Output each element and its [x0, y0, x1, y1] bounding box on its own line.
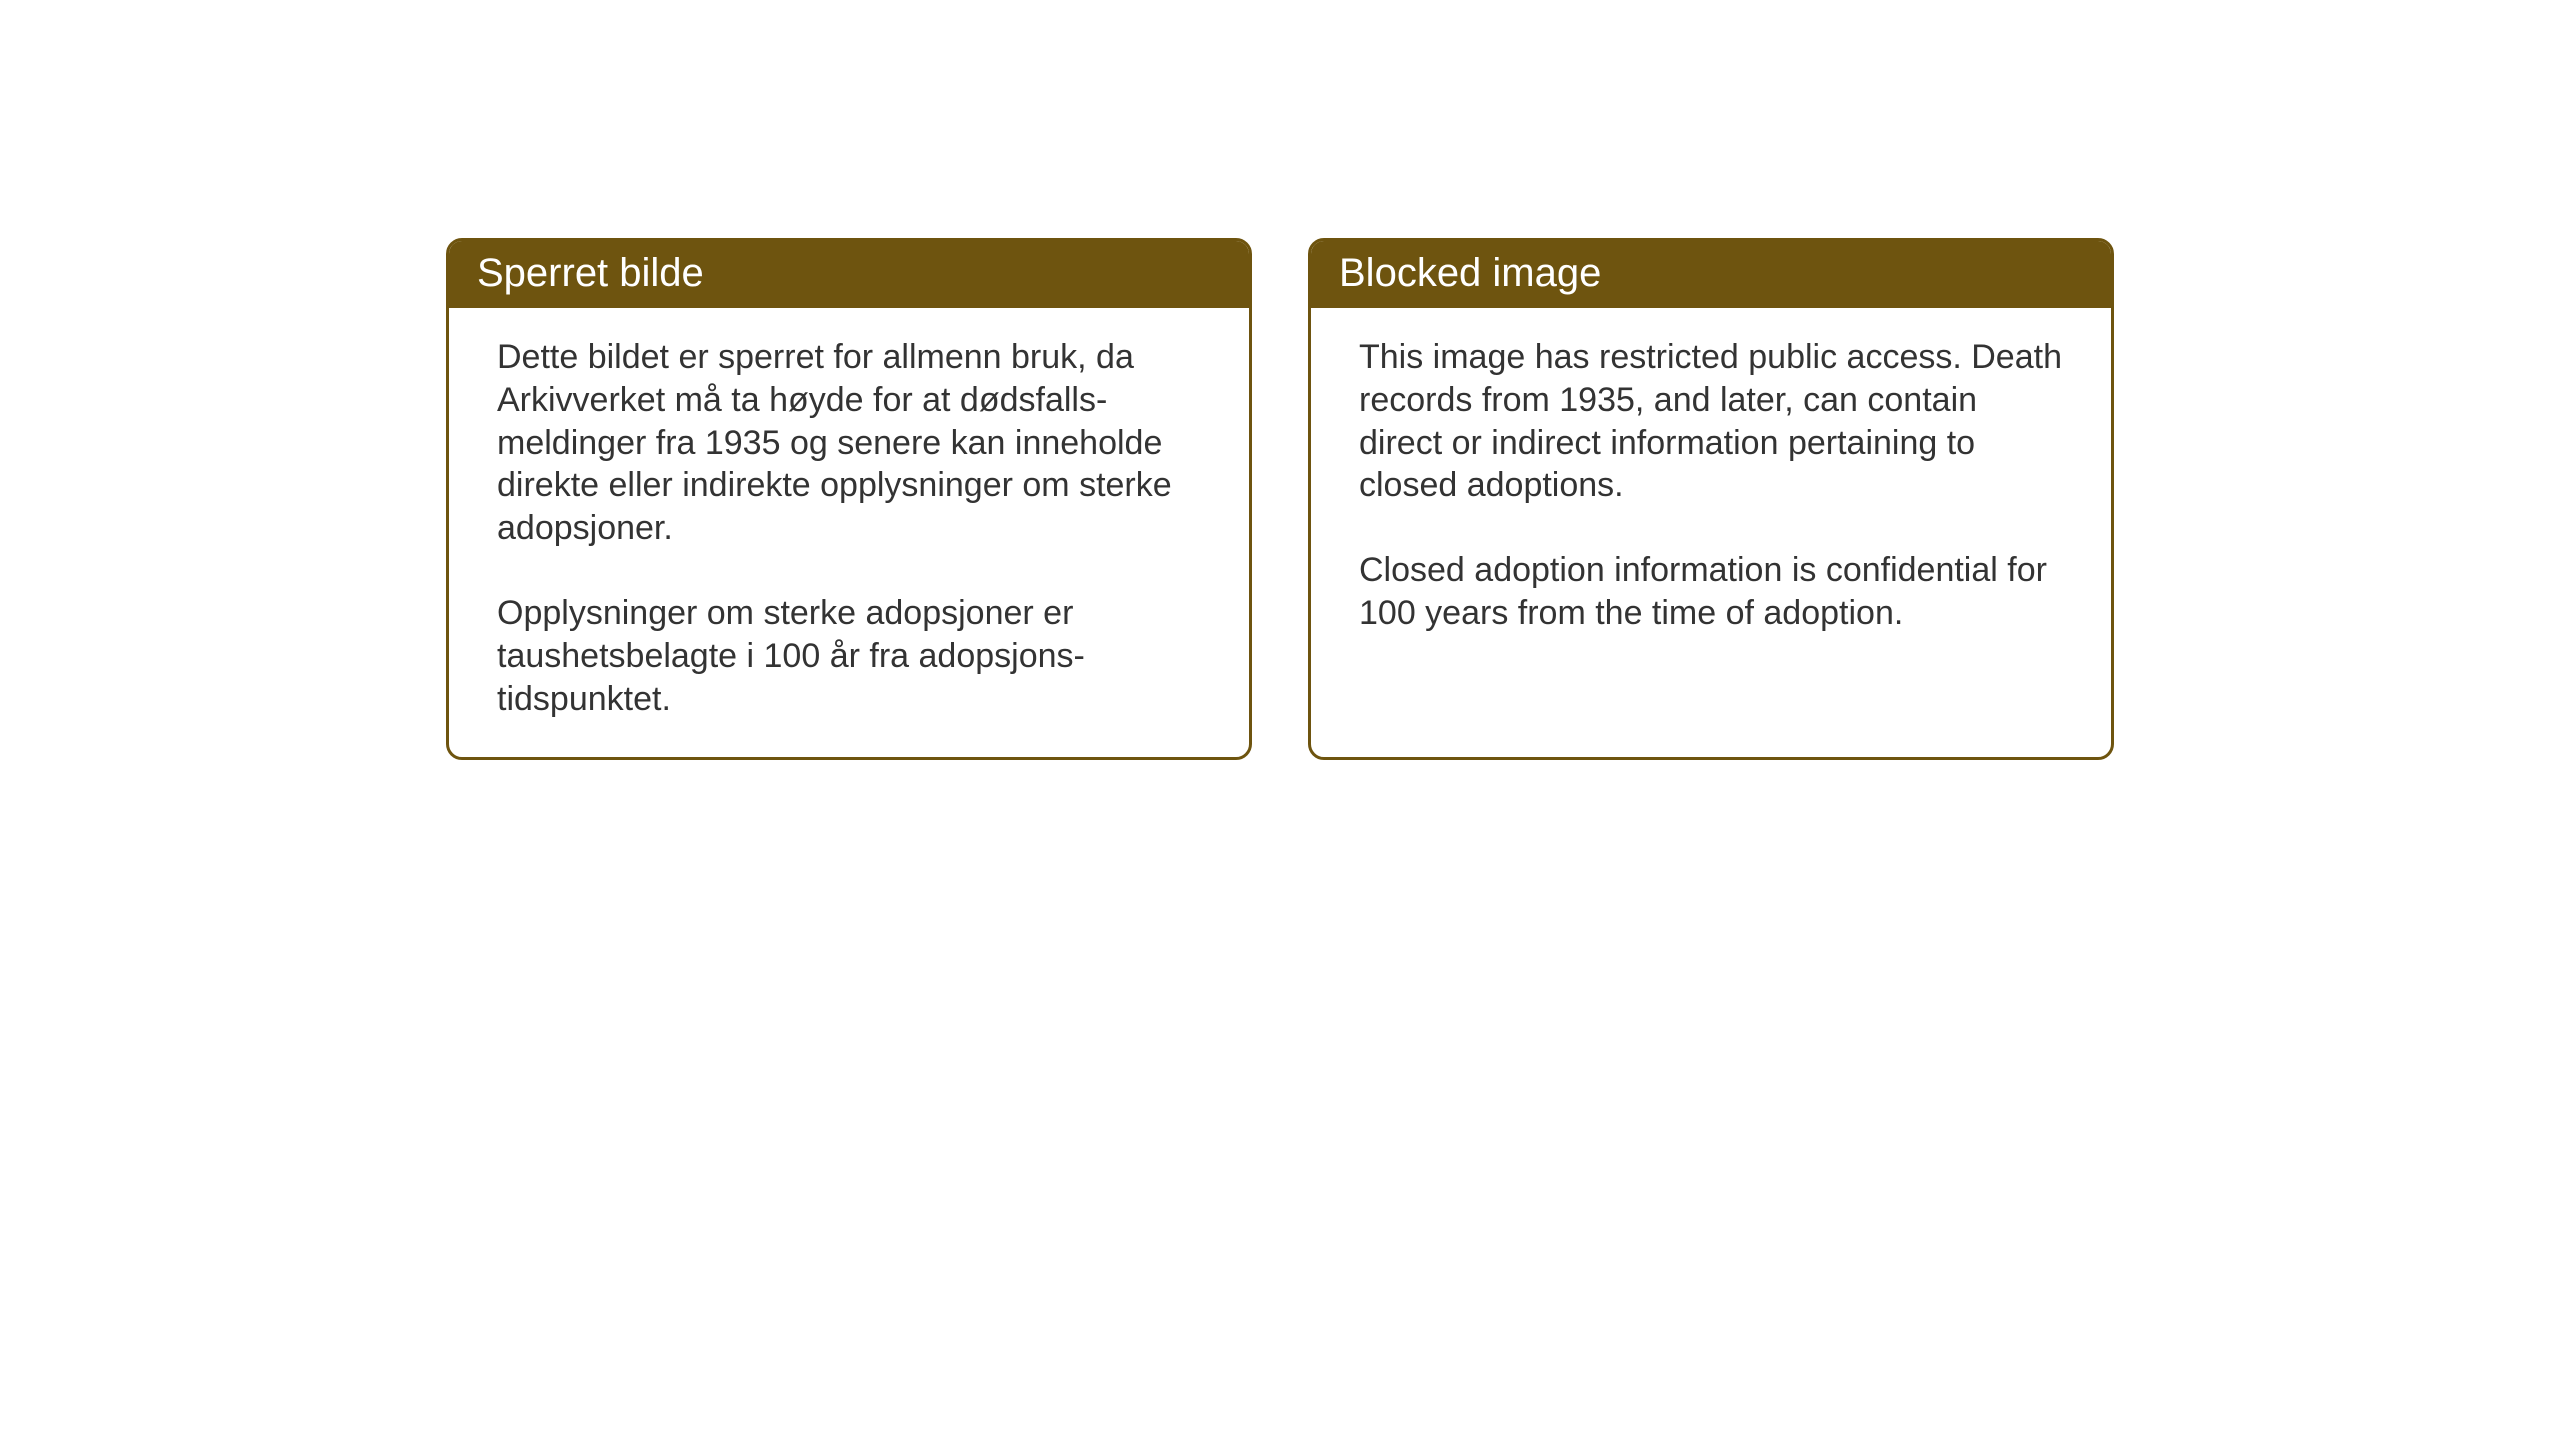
- notice-box-norwegian: Sperret bilde Dette bildet er sperret fo…: [446, 238, 1252, 760]
- notices-container: Sperret bilde Dette bildet er sperret fo…: [446, 238, 2114, 760]
- notice-header-english: Blocked image: [1311, 241, 2111, 308]
- notice-paragraph-1-norwegian: Dette bildet er sperret for allmenn bruk…: [497, 336, 1201, 550]
- notice-paragraph-1-english: This image has restricted public access.…: [1359, 336, 2063, 507]
- notice-body-english: This image has restricted public access.…: [1311, 308, 2111, 671]
- notice-paragraph-2-norwegian: Opplysninger om sterke adopsjoner er tau…: [497, 592, 1201, 720]
- notice-paragraph-2-english: Closed adoption information is confident…: [1359, 549, 2063, 635]
- notice-header-norwegian: Sperret bilde: [449, 241, 1249, 308]
- notice-box-english: Blocked image This image has restricted …: [1308, 238, 2114, 760]
- notice-body-norwegian: Dette bildet er sperret for allmenn bruk…: [449, 308, 1249, 757]
